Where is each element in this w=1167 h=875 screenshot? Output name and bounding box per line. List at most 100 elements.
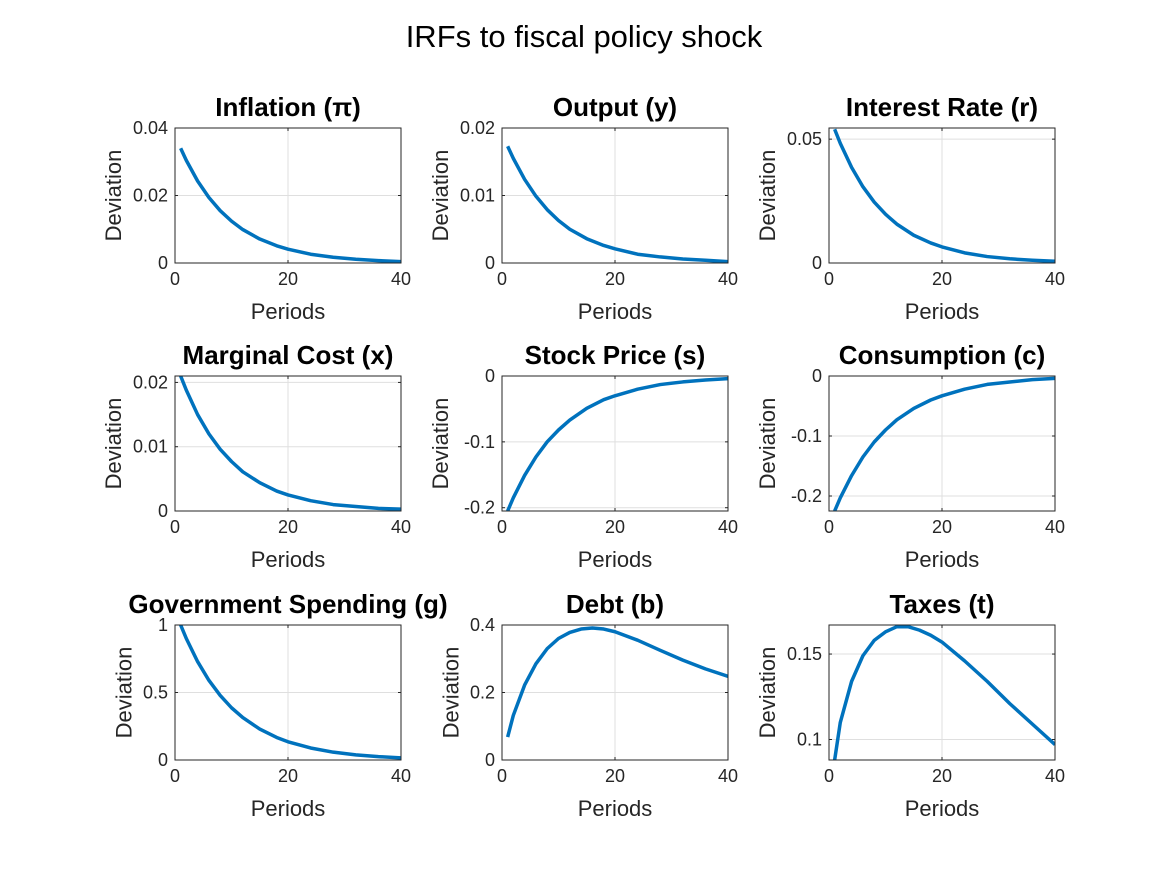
- figure-title: IRFs to fiscal policy shock: [406, 19, 763, 54]
- subplot-marginal-cost-x: 0 20 40 0 0.01 0.02 Marginal Cost (x) Periods De…: [101, 340, 411, 572]
- x-tick-label: 20: [605, 269, 625, 289]
- series-line-debt-b: [505, 626, 728, 738]
- subplot-title: Marginal Cost (x): [183, 340, 394, 370]
- y-tick-label: 0.01: [133, 437, 168, 457]
- x-tick-label: 40: [1045, 766, 1065, 786]
- x-tick-label: 20: [932, 766, 952, 786]
- x-tick-label: 20: [278, 517, 298, 537]
- subplot-title: Stock Price (s): [525, 340, 706, 370]
- subplot-inflation: 0 20 40 0 0.02 0.04 Inflation (π) Periods Deviat…: [101, 92, 411, 324]
- x-tick-label: 0: [170, 766, 180, 786]
- subplot-title: Inflation (π): [215, 92, 361, 122]
- x-tick-label: 20: [932, 269, 952, 289]
- y-axis-label: Deviation: [755, 398, 780, 490]
- subplot-output-y: 0 20 40 0 0.01 0.02 Output (y) Periods Deviation: [428, 92, 738, 324]
- y-tick-label: 0.02: [133, 372, 168, 392]
- x-tick-label: 0: [824, 517, 834, 537]
- x-tick-label: 0: [824, 269, 834, 289]
- y-tick-label: 0: [158, 501, 168, 521]
- subplot-stock-price-s: 0 20 40 -0.2 -0.1 0 Stock Price (s) Periods Devi…: [428, 340, 738, 572]
- series-line-output-y: [506, 145, 728, 263]
- y-axis-label: Deviation: [755, 150, 780, 242]
- y-tick-label: 0: [485, 750, 495, 770]
- subplot-taxes-t: 0 20 40 0.1 0.15 Taxes (t) Periods Deviation: [755, 589, 1065, 821]
- subplot-grid: 0 20 40 0 0.02 0.04 Inflation (π) Periods Deviat…: [101, 92, 1065, 821]
- x-tick-label: 40: [391, 517, 411, 537]
- y-tick-label: 0.15: [787, 644, 822, 664]
- subplot-title: Debt (b): [566, 589, 664, 619]
- x-axis-label: Periods: [251, 299, 326, 324]
- x-axis-label: Periods: [578, 796, 653, 821]
- y-tick-label: 0.4: [470, 615, 495, 635]
- y-axis-label: Deviation: [428, 398, 453, 490]
- x-tick-label: 20: [605, 517, 625, 537]
- x-axis-label: Periods: [905, 547, 980, 572]
- x-tick-label: 20: [932, 517, 952, 537]
- x-tick-label: 40: [1045, 269, 1065, 289]
- y-axis-label: Deviation: [428, 150, 453, 242]
- y-tick-label: 0.5: [143, 683, 168, 703]
- x-axis-label: Periods: [578, 299, 653, 324]
- y-tick-label: 0: [485, 366, 495, 386]
- x-tick-label: 0: [497, 517, 507, 537]
- x-axis-label: Periods: [578, 547, 653, 572]
- x-axis-label: Periods: [251, 796, 326, 821]
- y-tick-label: 0: [158, 253, 168, 273]
- y-axis-label: Deviation: [101, 398, 126, 490]
- series-line-inflation: [179, 147, 401, 263]
- x-tick-label: 20: [605, 766, 625, 786]
- x-tick-label: 0: [824, 766, 834, 786]
- x-tick-label: 0: [497, 269, 507, 289]
- x-tick-label: 0: [170, 269, 180, 289]
- x-axis-label: Periods: [905, 796, 980, 821]
- subplot-interest-rate-r: 0 20 40 0 0.05 Interest Rate (r) Periods Deviat…: [755, 92, 1065, 324]
- series-line-marginal-cost-x: [179, 376, 401, 511]
- y-tick-label: 0.05: [787, 129, 822, 149]
- subplot-title: Government Spending (g): [128, 589, 447, 619]
- series-line-interest-rate-r: [833, 128, 1055, 263]
- y-tick-label: 0: [812, 253, 822, 273]
- y-tick-label: -0.1: [464, 432, 495, 452]
- y-tick-label: 1: [158, 615, 168, 635]
- y-tick-label: 0.1: [797, 729, 822, 749]
- y-tick-label: -0.2: [791, 486, 822, 506]
- y-axis-label: Deviation: [112, 647, 137, 739]
- subplot-title: Output (y): [553, 92, 677, 122]
- y-tick-label: 0: [485, 253, 495, 273]
- y-tick-label: 0: [158, 750, 168, 770]
- subplot-title: Consumption (c): [839, 340, 1046, 370]
- y-tick-label: 0: [812, 366, 822, 386]
- x-tick-label: 40: [391, 269, 411, 289]
- series-line-stock-price-s: [506, 376, 728, 511]
- x-axis-label: Periods: [905, 299, 980, 324]
- series-line-government-spending-g: [179, 625, 401, 760]
- subplot-title: Taxes (t): [890, 589, 995, 619]
- y-axis-label: Deviation: [755, 647, 780, 739]
- subplot-title: Interest Rate (r): [846, 92, 1038, 122]
- x-axis-label: Periods: [251, 547, 326, 572]
- y-tick-label: -0.1: [791, 426, 822, 446]
- x-tick-label: 20: [278, 766, 298, 786]
- x-tick-label: 40: [391, 766, 411, 786]
- y-tick-label: 0.04: [133, 118, 168, 138]
- series-line-taxes-t: [832, 625, 1055, 760]
- x-tick-label: 40: [718, 766, 738, 786]
- x-tick-label: 0: [497, 766, 507, 786]
- y-tick-label: -0.2: [464, 498, 495, 518]
- x-tick-label: 40: [718, 517, 738, 537]
- x-tick-label: 20: [278, 269, 298, 289]
- series-line-consumption-c: [833, 376, 1055, 511]
- y-tick-label: 0.02: [133, 186, 168, 206]
- y-tick-label: 0.02: [460, 118, 495, 138]
- y-axis-label: Deviation: [101, 150, 126, 242]
- y-tick-label: 0.01: [460, 186, 495, 206]
- y-tick-label: 0.2: [470, 683, 495, 703]
- x-tick-label: 40: [1045, 517, 1065, 537]
- subplot-consumption-c: 0 20 40 -0.2 -0.1 0 Consumption (c) Periods Devi…: [755, 340, 1065, 572]
- y-axis-label: Deviation: [439, 647, 464, 739]
- x-tick-label: 40: [718, 269, 738, 289]
- x-tick-label: 0: [170, 517, 180, 537]
- subplot-debt-b: 0 20 40 0 0.2 0.4 Debt (b) Periods Deviation: [439, 589, 739, 821]
